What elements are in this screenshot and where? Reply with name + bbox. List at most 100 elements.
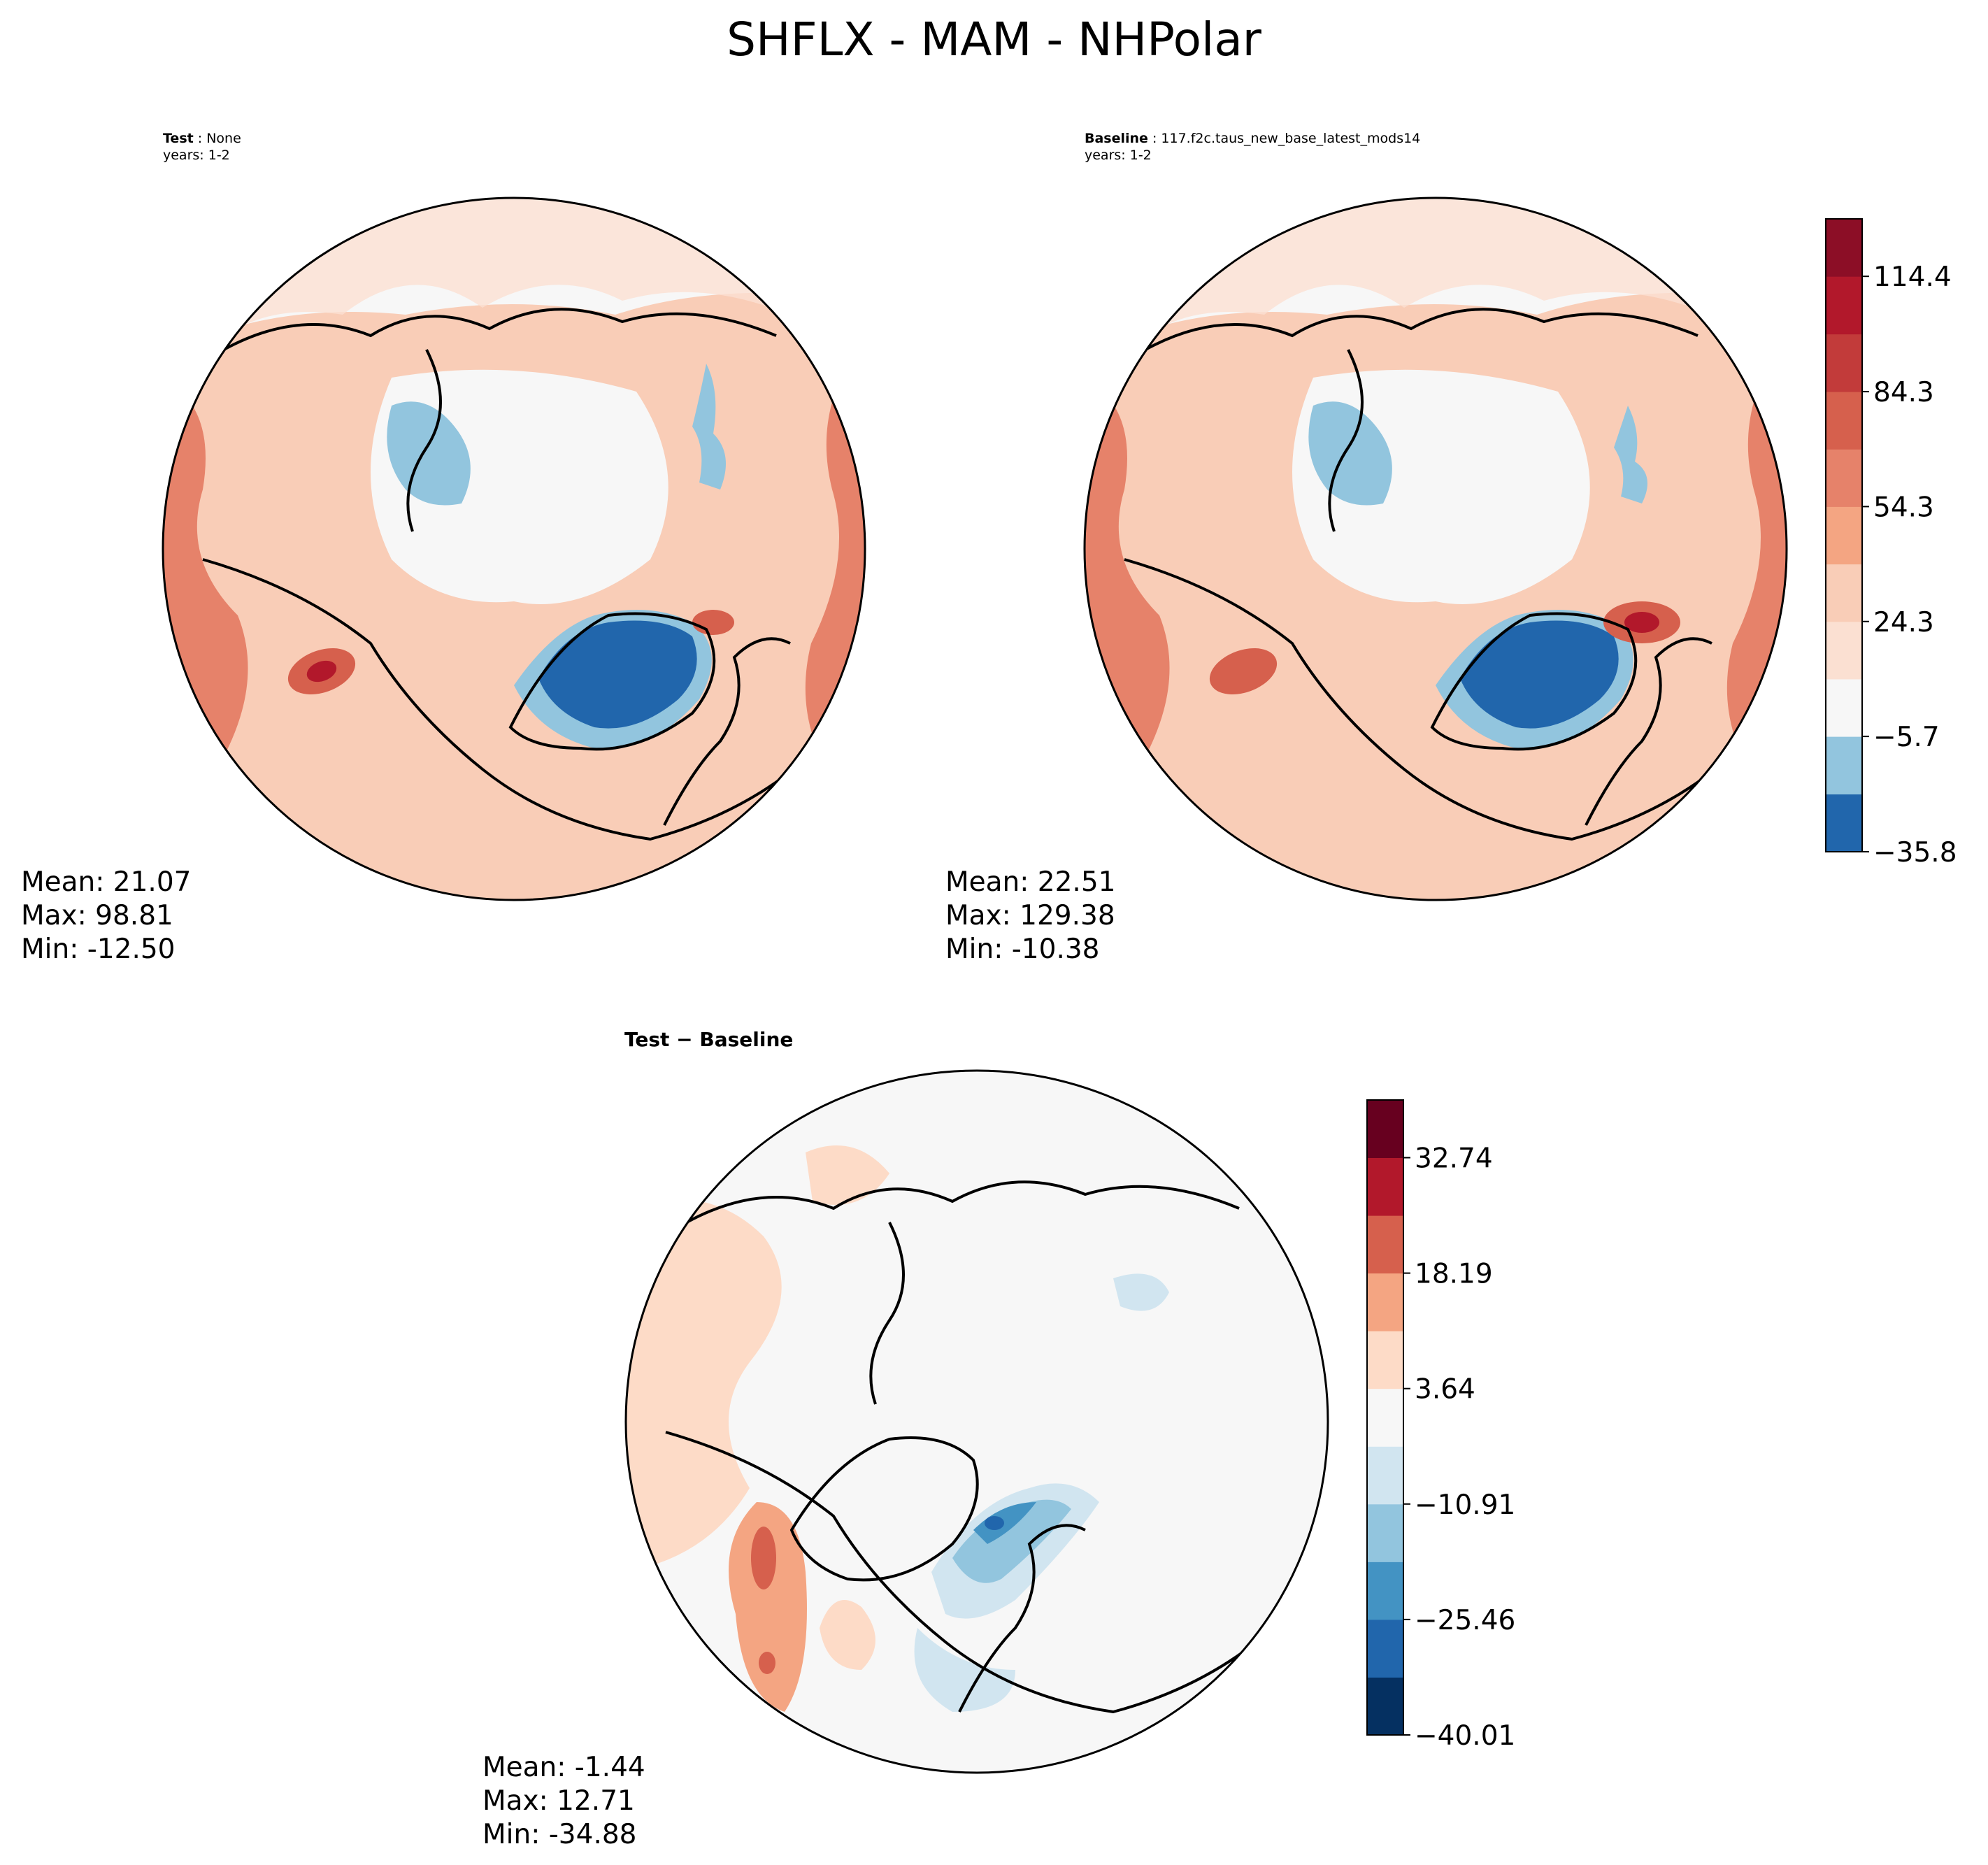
diff-coastline-europe	[958, 1524, 1086, 1713]
diff-map-border	[624, 1069, 1329, 1774]
test-coastline-1	[202, 558, 827, 841]
diff-field-west-warm	[626, 1199, 782, 1572]
baseline-laptev-cool	[1614, 406, 1647, 503]
test-panel-title: Test : None years: 1-2	[163, 131, 241, 163]
baseline-label: Baseline	[1085, 131, 1148, 146]
baseline-colorbar-band	[1826, 794, 1862, 852]
diff-field-south-warm	[820, 1600, 875, 1670]
diff-colorbar-band	[1367, 1562, 1403, 1620]
baseline-stats: Mean: 22.51 Max: 129.38 Min: -10.38	[945, 866, 1115, 966]
test-map	[162, 196, 866, 901]
diff-colorbar-band	[1367, 1388, 1403, 1447]
diff-min: Min: -34.88	[482, 1819, 637, 1850]
baseline-max: Max: 129.38	[945, 900, 1115, 931]
baseline-coastline-greenland	[1430, 612, 1638, 751]
test-coastline-europe	[663, 637, 791, 826]
baseline-coastline-europe	[1585, 637, 1712, 826]
baseline-min: Min: -10.38	[945, 934, 1100, 965]
diff-coastline-2	[686, 1180, 1240, 1224]
baseline-colorbar-frame	[1825, 218, 1863, 852]
baseline-colorbar-tick-label: 114.4	[1873, 262, 1952, 293]
diff-field-europe-cool	[914, 1628, 1015, 1712]
baseline-colorbar-band	[1826, 276, 1862, 335]
baseline-greenland-core	[1460, 620, 1619, 729]
test-name: None	[206, 131, 241, 146]
test-hotspot-core	[306, 660, 337, 683]
test-map-border	[162, 196, 866, 901]
baseline-coastline-1	[1124, 558, 1748, 841]
diff-coastline-3	[869, 1222, 905, 1405]
diff-field-nordic-cool-3	[973, 1502, 1036, 1544]
baseline-hotspot-labrador	[1209, 648, 1278, 694]
diff-field-north-warm	[806, 1145, 889, 1205]
diff-panel-title: Test − Baseline	[624, 1028, 794, 1051]
test-stats: Mean: 21.07 Max: 98.81 Min: -12.50	[21, 866, 191, 966]
baseline-map	[1083, 196, 1788, 901]
diff-colorbar-band	[1367, 1100, 1403, 1158]
baseline-coastline-3	[1328, 349, 1364, 532]
baseline-hotspot-core	[1624, 612, 1659, 633]
diff-colorbar-band	[1367, 1619, 1403, 1678]
diff-colorbar-band	[1367, 1331, 1403, 1389]
baseline-colorbar-tick-label: 84.3	[1873, 377, 1934, 408]
diff-field-labrador-warm	[729, 1502, 807, 1712]
diff-colorbar-tick-label: −40.01	[1415, 1720, 1515, 1752]
baseline-colorbar-band	[1826, 564, 1862, 622]
test-years: years: 1-2	[163, 148, 230, 163]
diff-field-nordic-cool-2	[952, 1499, 1071, 1583]
baseline-name: 117.f2c.taus_new_base_latest_mods14	[1161, 131, 1421, 146]
diff-colorbar-tick-label: 3.64	[1415, 1374, 1475, 1406]
diff-colorbar-band	[1367, 1215, 1403, 1274]
baseline-colorbar-band	[1826, 449, 1862, 507]
diff-colorbar-band	[1367, 1273, 1403, 1331]
test-coastline-3	[406, 349, 442, 532]
diff-map	[624, 1069, 1329, 1774]
baseline-colorbar-band	[1826, 506, 1862, 565]
diff-mean: Mean: -1.44	[482, 1752, 645, 1783]
baseline-panel-title: Baseline : 117.f2c.taus_new_base_latest_…	[1085, 131, 1421, 163]
diff-stats: Mean: -1.44 Max: 12.71 Min: -34.88	[482, 1751, 645, 1852]
baseline-years: years: 1-2	[1085, 148, 1152, 163]
test-greenland-core	[538, 620, 697, 729]
diff-colorbar-tick-label: 18.19	[1415, 1259, 1493, 1290]
diff-colorbar-band	[1367, 1446, 1403, 1505]
baseline-colorbar-tick-label: 24.3	[1873, 607, 1934, 638]
baseline-archipelago-cool	[1308, 401, 1392, 506]
baseline-mean: Mean: 22.51	[945, 866, 1116, 898]
diff-colorbar-tick-label: −10.91	[1415, 1489, 1515, 1521]
test-archipelago-cool	[387, 401, 471, 506]
diff-field-east-cool	[1113, 1273, 1169, 1311]
diff-hotspot-1	[751, 1527, 776, 1589]
test-max: Max: 98.81	[21, 900, 173, 931]
diff-colorbar-frame	[1366, 1099, 1404, 1736]
diff-coldspot	[985, 1516, 1004, 1530]
diff-colorbar-band	[1367, 1157, 1403, 1216]
baseline-field-north-band	[1085, 198, 1787, 406]
test-label: Test	[163, 131, 194, 146]
diff-colorbar-band	[1367, 1677, 1403, 1736]
test-mean: Mean: 21.07	[21, 866, 192, 898]
baseline-colorbar-band	[1826, 678, 1862, 737]
diff-colorbar-tick-label: 32.74	[1415, 1143, 1493, 1174]
baseline-colorbar-tick-label: −5.7	[1873, 722, 1940, 753]
baseline-colorbar-band	[1826, 392, 1862, 450]
baseline-colorbar-tick-label: −35.8	[1873, 837, 1957, 869]
figure-title: SHFLX - MAM - NHPolar	[727, 13, 1261, 66]
test-field-north-band	[163, 198, 865, 406]
diff-colorbar-tick-label: −25.46	[1415, 1605, 1515, 1636]
diff-colorbar-band	[1367, 1503, 1403, 1562]
test-coastline-2	[223, 308, 777, 351]
baseline-colorbar-band	[1826, 219, 1862, 277]
baseline-coastline-2	[1145, 308, 1699, 351]
diff-max: Max: 12.71	[482, 1785, 635, 1817]
diff-coastline-1	[665, 1431, 1289, 1714]
test-min: Min: -12.50	[21, 934, 176, 965]
test-laptev-cool	[692, 364, 726, 490]
diff-hotspot-2	[759, 1652, 775, 1674]
baseline-map-border	[1083, 196, 1788, 901]
baseline-colorbar-band	[1826, 736, 1862, 795]
diff-coastline-greenland	[789, 1436, 979, 1582]
baseline-colorbar-tick-label: 54.3	[1873, 492, 1934, 523]
